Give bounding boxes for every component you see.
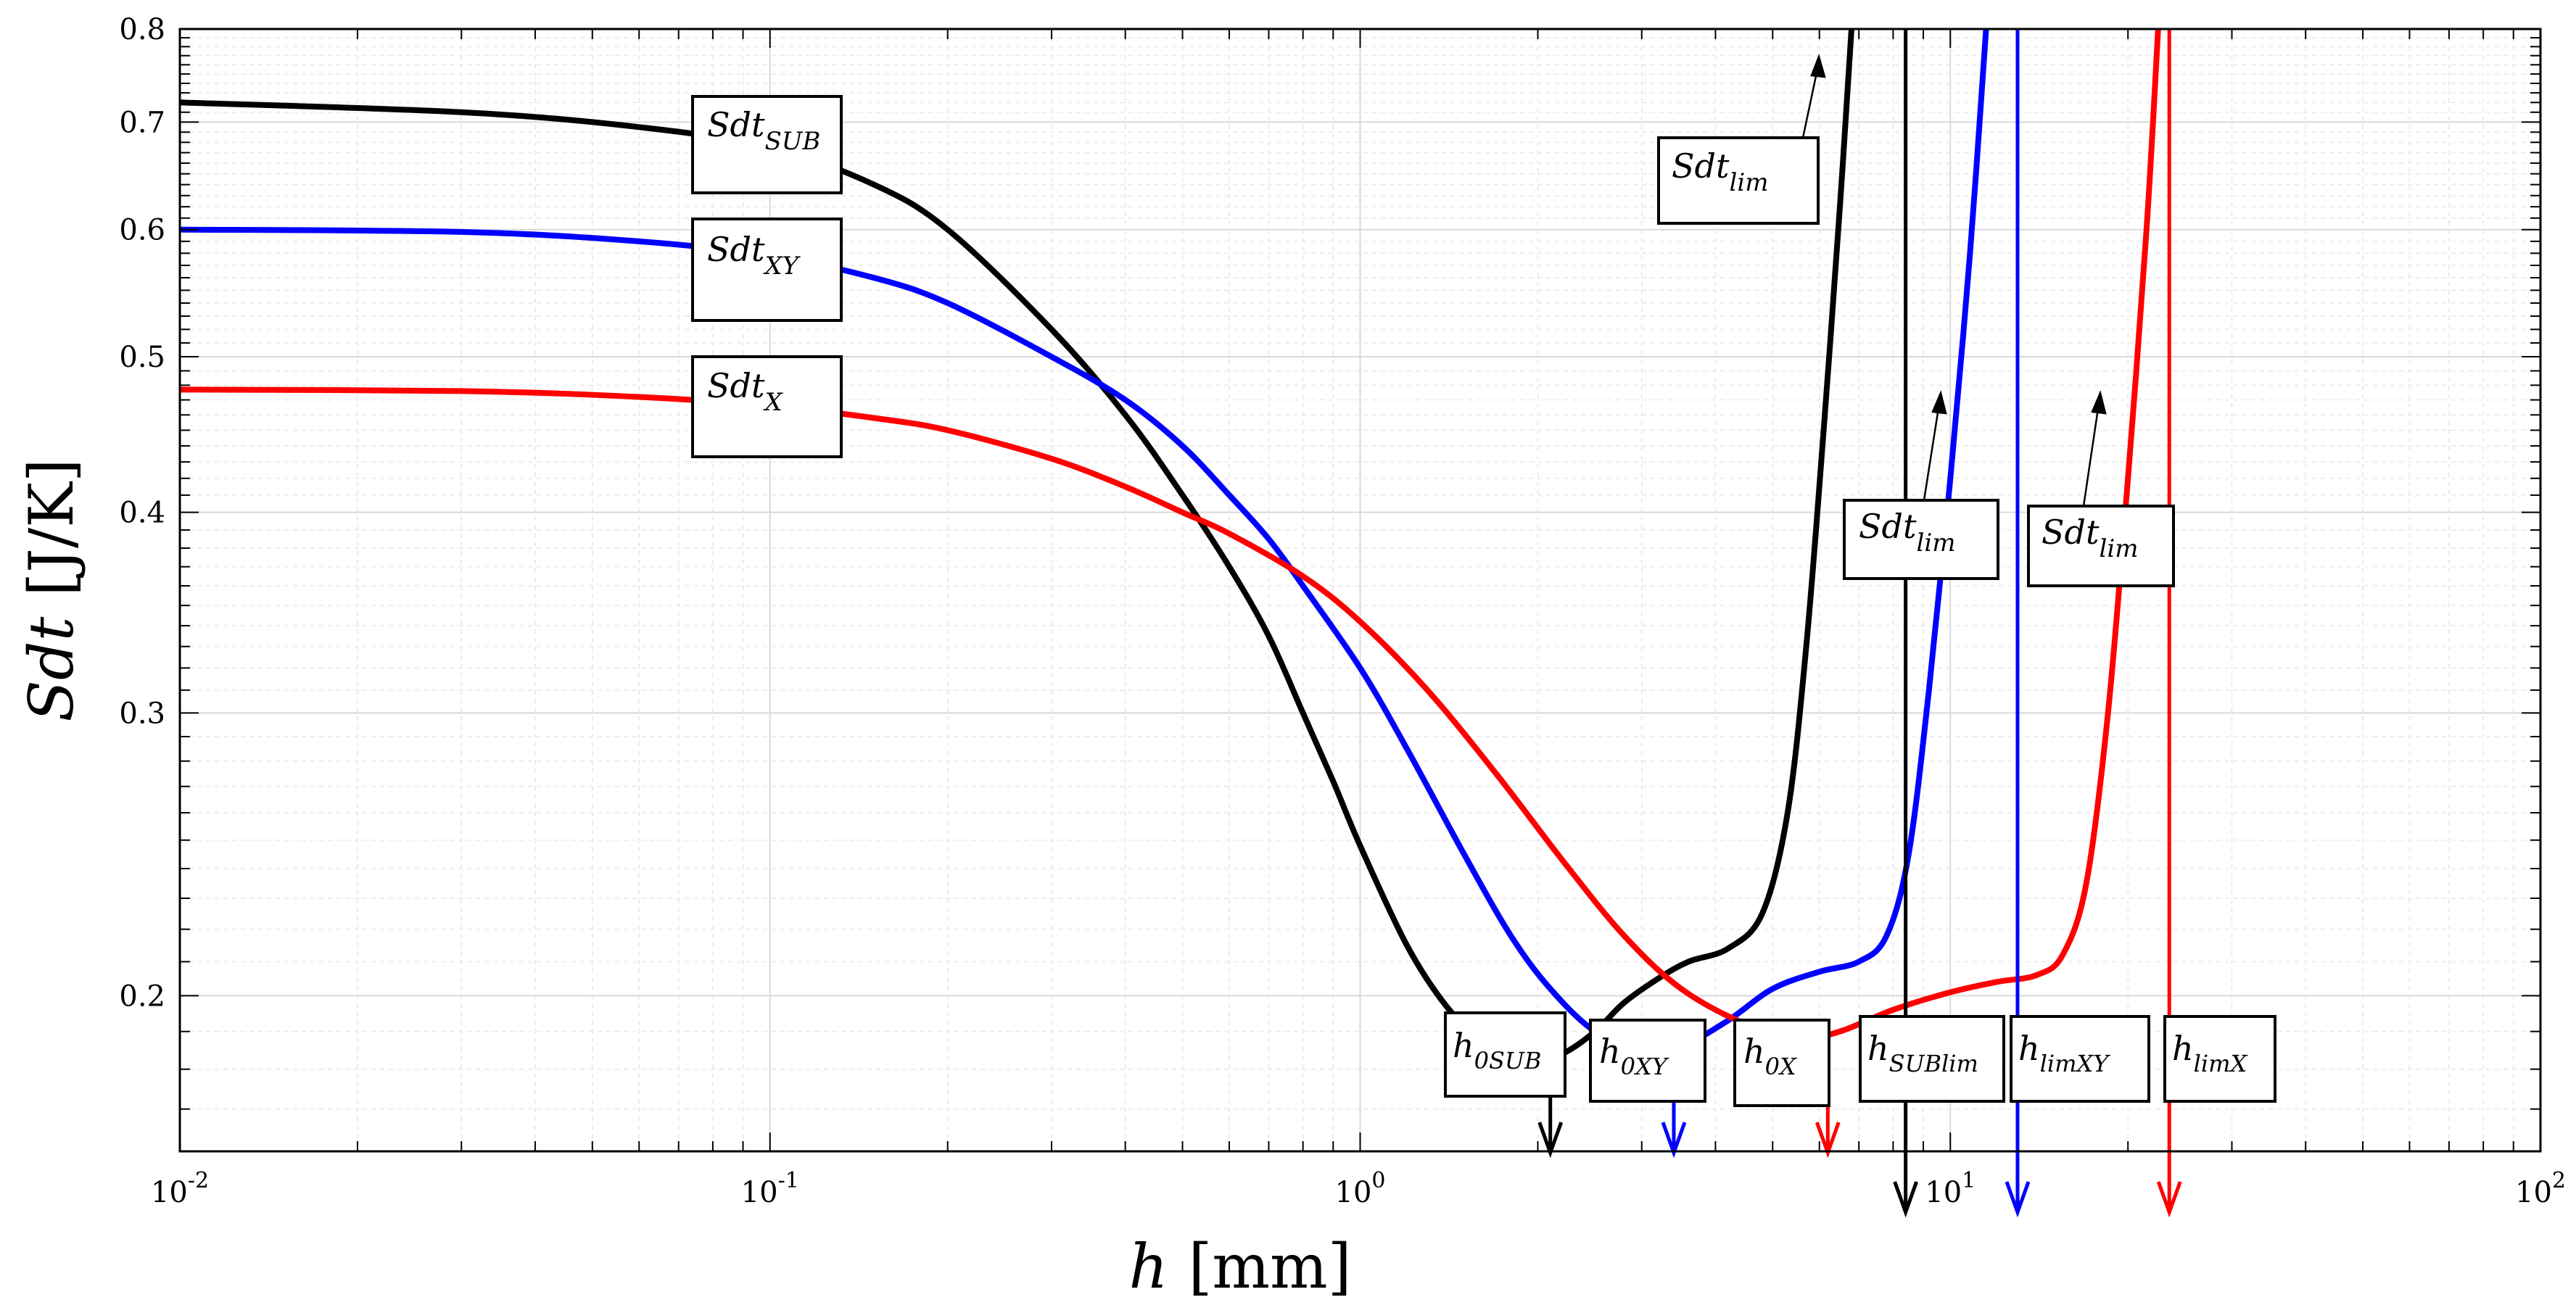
y-tick-label: 0.5: [119, 341, 165, 374]
y-tick-label: 0.7: [119, 106, 165, 139]
y-axis-unit: [J/K]: [16, 458, 87, 596]
label-h-0x: h0X: [1735, 1020, 1829, 1106]
y-axis-symbol: Sdt: [16, 616, 87, 721]
y-tick-label: 0.6: [119, 214, 165, 247]
label-sdt-sub: SdtSUB: [693, 96, 841, 193]
label-h-sublim: hSUBlim: [1860, 1016, 2004, 1101]
label-sdt-lim-sub: Sdtlim: [1659, 138, 1818, 223]
x-tick-label: 10-1: [741, 1168, 799, 1209]
x-tick-label: 100: [1335, 1168, 1386, 1209]
y-tick-label: 0.4: [119, 497, 165, 530]
x-axis-title: h [mm]: [1129, 1231, 1352, 1302]
label-sdt-lim-xy: Sdtlim: [1844, 500, 1998, 579]
label-sdt-x: SdtX: [693, 357, 841, 457]
label-h-0xy: h0XY: [1590, 1020, 1705, 1101]
y-axis-title: Sdt [J/K]: [16, 458, 87, 721]
x-axis-symbol: h: [1129, 1231, 1168, 1302]
y-tick-labels: 0.2 0.3 0.4 0.5 0.6 0.7 0.8: [119, 13, 165, 1013]
x-axis-unit: [mm]: [1189, 1231, 1352, 1302]
label-sdt-lim-x: Sdtlim: [2028, 506, 2174, 586]
x-tick-label: 102: [2515, 1168, 2566, 1209]
x-tick-label: 101: [1925, 1168, 1976, 1209]
label-h-limxy: hlimXY: [2011, 1016, 2149, 1101]
label-h-limx: hlimX: [2165, 1016, 2275, 1101]
x-tick-label: 10-2: [151, 1168, 209, 1209]
y-tick-label: 0.8: [119, 13, 165, 46]
y-tick-label: 0.2: [119, 979, 165, 1013]
sdt-vs-h-chart: 10-2 10-1 100 101 102 0.20.30.40.50.60.70.8 …: [0, 0, 2576, 1313]
x-tick-labels: 10-2 10-1 100 101 102: [151, 1168, 2566, 1209]
label-h-0sub: h0SUB: [1445, 1013, 1565, 1096]
label-sdt-xy: SdtXY: [693, 219, 841, 320]
y-tick-label: 0.3: [119, 697, 165, 730]
